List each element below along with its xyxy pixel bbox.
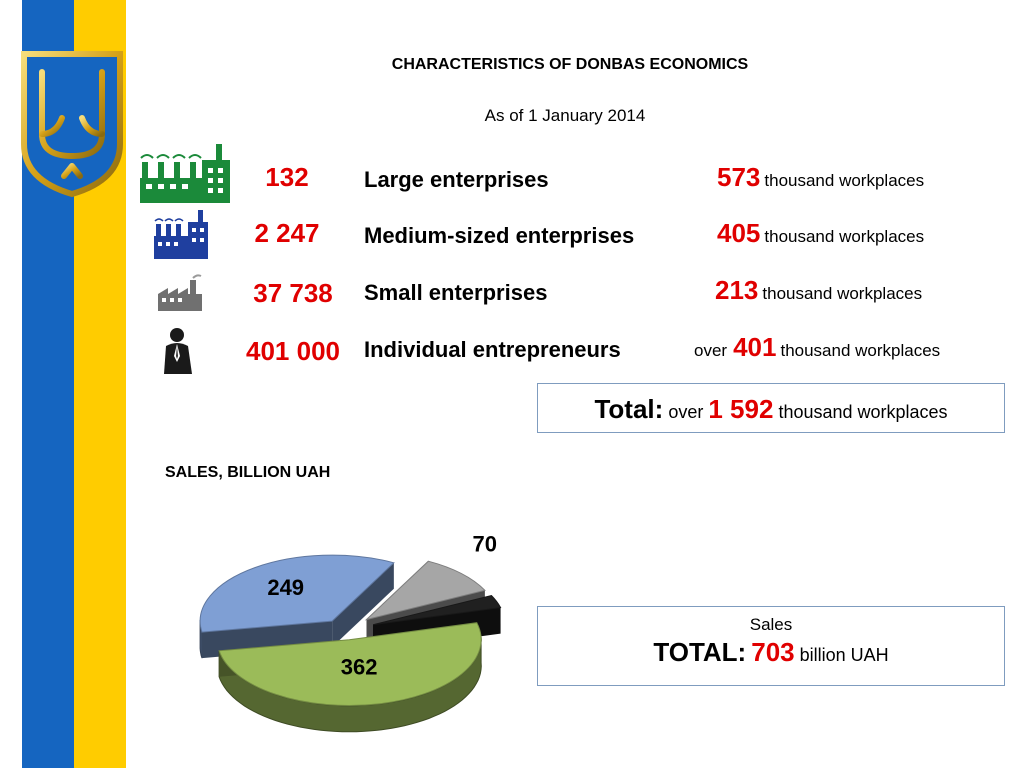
sales-caption: Sales	[749, 615, 793, 634]
total-label: Total:	[594, 394, 664, 424]
medium-enterprises-label: Medium-sized enterprises	[364, 223, 635, 248]
pie-slice	[199, 554, 395, 659]
sales-total-label: TOTAL:	[653, 637, 747, 667]
small-factory-icon	[158, 274, 202, 311]
pie-slice-label: 70	[473, 531, 497, 556]
pie-slice-label: 362	[341, 654, 378, 679]
medium-factory-icon	[154, 210, 208, 259]
sales-total: TOTAL: 703 billion UAH	[538, 637, 1004, 668]
individual-entrepreneurs-workplaces: over 401 thousand workplaces	[694, 332, 940, 363]
large-enterprises-workplaces: 573 thousand workplaces	[717, 162, 924, 193]
small-enterprises-workplaces-value: 213	[715, 275, 759, 305]
large-enterprises-count: 132	[265, 162, 309, 192]
medium-enterprises-count: 2 247	[254, 218, 320, 248]
total-unit: thousand workplaces	[778, 402, 948, 422]
sales-title: SALES, BILLION UAH	[165, 464, 331, 481]
total-value: 1 592	[708, 394, 774, 424]
individual-entrepreneurs-prefix: over	[694, 341, 728, 360]
small-enterprises-count: 37 738	[253, 278, 333, 308]
pie-slice-label: 249	[267, 575, 304, 600]
total-workplaces-box: Total: over 1 592 thousand workplaces	[537, 383, 1005, 433]
medium-enterprises-workplaces-value: 405	[717, 218, 761, 248]
pie-slice	[218, 622, 482, 733]
sales-total-box: Sales TOTAL: 703 billion UAH	[537, 606, 1005, 686]
sales-pie-chart: 3622497022	[199, 531, 502, 733]
total-prefix: over	[668, 402, 704, 422]
large-enterprises-label: Large enterprises	[364, 167, 549, 192]
businessman-icon	[164, 328, 192, 374]
workplaces-unit: thousand workplaces	[764, 171, 925, 190]
large-factory-icon	[140, 144, 230, 203]
workplaces-unit: thousand workplaces	[764, 227, 925, 246]
sales-total-unit: billion UAH	[799, 645, 889, 665]
large-enterprises-workplaces-value: 573	[717, 162, 761, 192]
trident-emblem-icon	[21, 51, 123, 198]
workplaces-unit: thousand workplaces	[762, 284, 923, 303]
medium-enterprises-workplaces: 405 thousand workplaces	[717, 218, 924, 249]
sales-total-value: 703	[751, 637, 795, 667]
workplaces-unit: thousand workplaces	[780, 341, 941, 360]
page-subtitle: As of 1 January 2014	[484, 106, 646, 125]
individual-entrepreneurs-count: 401 000	[246, 336, 340, 366]
individual-entrepreneurs-label: Individual entrepreneurs	[364, 337, 621, 362]
individual-entrepreneurs-workplaces-value: 401	[733, 332, 777, 362]
page-title: CHARACTERISTICS OF DONBAS ECONOMICS	[391, 56, 749, 73]
small-enterprises-label: Small enterprises	[364, 280, 548, 305]
small-enterprises-workplaces: 213 thousand workplaces	[715, 275, 922, 306]
